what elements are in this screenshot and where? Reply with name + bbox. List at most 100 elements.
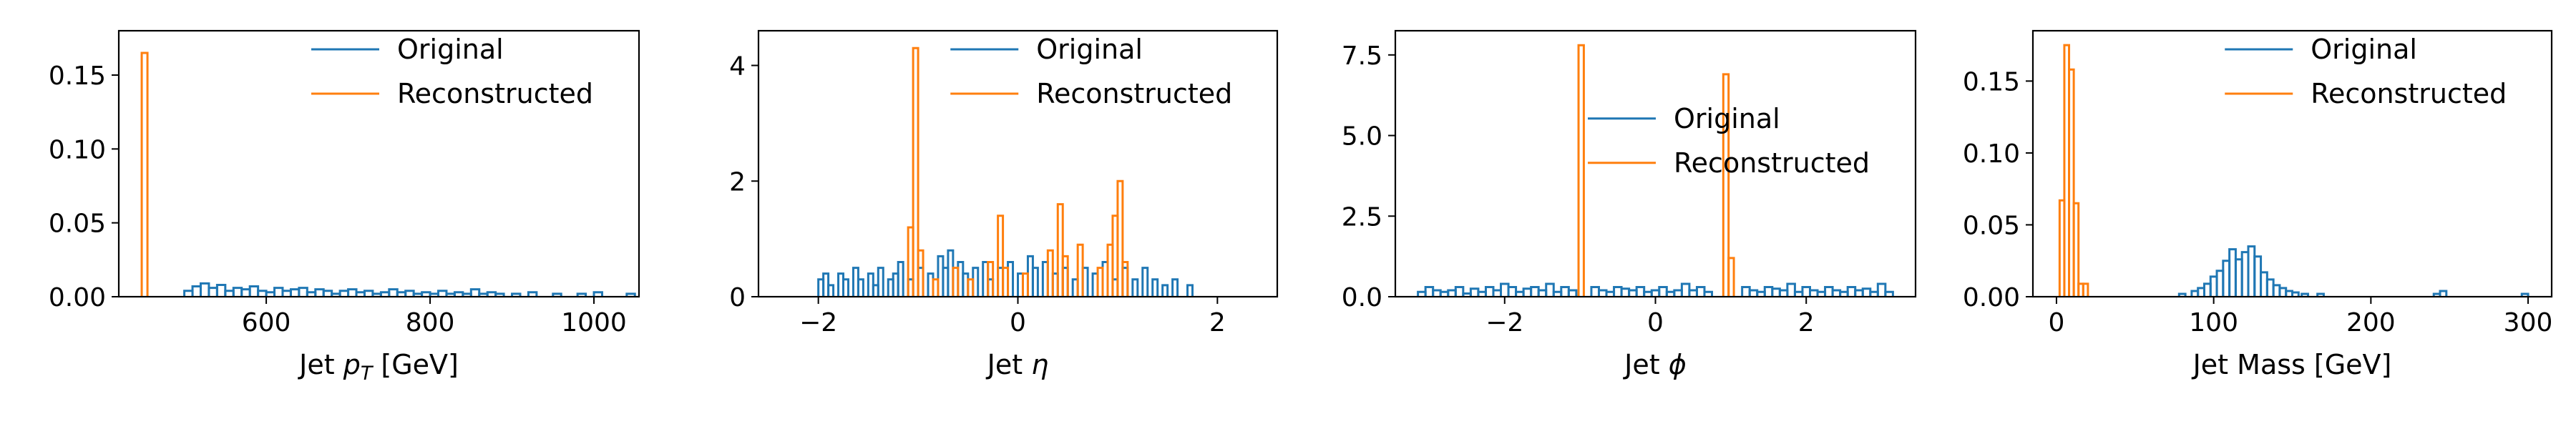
series-reconstructed: [140, 51, 149, 297]
original-bin-22: [363, 290, 374, 297]
original-bin-38: [1748, 289, 1759, 297]
original-bin-28: [1031, 267, 1039, 297]
y-tick-label: 2: [729, 167, 746, 197]
original-bin-12: [281, 290, 292, 297]
original-bin-14: [298, 287, 308, 297]
original-bin-21: [2439, 290, 2448, 297]
x-tick-label: 600: [242, 308, 291, 337]
x-axis-label: Jet pT [GeV]: [298, 349, 459, 385]
legend: Original Reconstructed: [2225, 34, 2507, 109]
original-bin-4: [842, 278, 849, 297]
y-tick-label: 0.05: [1963, 211, 2020, 240]
x-tick-label: 0: [1010, 308, 1026, 337]
original-bin-24: [1613, 285, 1623, 297]
original-bin-35: [1695, 285, 1706, 297]
original-bin-22: [2520, 292, 2529, 297]
y-tick-label: 0.0: [1342, 283, 1382, 312]
original-bin-55: [1876, 282, 1887, 297]
x-tick-label: 300: [2504, 308, 2553, 337]
original-bin-1: [191, 285, 202, 297]
original-bin-12: [897, 260, 904, 297]
y-tick-label: 2.5: [1342, 202, 1382, 232]
y-tick-label: 7.5: [1342, 41, 1382, 71]
legend-label-original: Original: [1674, 103, 1780, 134]
original-bin-20: [1567, 289, 1578, 297]
original-bin-18: [2301, 292, 2309, 297]
original-bin-40: [1763, 285, 1774, 297]
reconstructed-bin-3: [932, 278, 940, 297]
original-bin-53: [1861, 287, 1872, 297]
original-bin-29: [1650, 289, 1661, 297]
reconstructed-bin-9: [1021, 272, 1029, 297]
x-axis-label: Jet ϕ: [1623, 349, 1687, 380]
original-bin-5: [224, 290, 235, 297]
axes-frame: [757, 29, 1279, 298]
series-original: [2177, 245, 2529, 297]
original-bin-41: [552, 292, 562, 297]
original-bin-34: [1688, 289, 1698, 297]
original-bin-32: [1673, 289, 1683, 297]
original-bin-19: [338, 290, 350, 297]
original-bin-16: [314, 288, 325, 297]
reconstructed-bin-0: [1577, 44, 1585, 297]
original-bin-27: [404, 290, 415, 297]
y-tick-label: 0.15: [1963, 67, 2020, 97]
original-bin-48: [1824, 285, 1834, 297]
chart-panel-1: 600 800 1000 0.00 0.05 0.10 0.15 Jet pT [GeV] Or…: [49, 29, 640, 385]
original-bin-25: [1620, 287, 1631, 297]
series-original: [183, 282, 636, 297]
y-tick-label: 5.0: [1342, 122, 1382, 152]
original-bin-56: [1884, 290, 1894, 297]
reconstructed-bin-18: [1121, 260, 1129, 297]
x-tick-label: 2: [1209, 308, 1226, 337]
original-bin-3: [208, 287, 218, 297]
original-bin-17: [2291, 291, 2300, 297]
original-bin-52: [1854, 289, 1864, 297]
original-bin-39: [1141, 267, 1149, 297]
y-tick-label: 4: [729, 52, 746, 82]
legend: Original Reconstructed: [1587, 103, 1870, 179]
series-reconstructed: [2058, 44, 2089, 297]
original-bin-9: [257, 290, 268, 297]
original-bin-38: [494, 292, 505, 297]
original-bin-51: [1846, 285, 1857, 297]
legend-label-reconstructed: Reconstructed: [2311, 78, 2507, 109]
legend-label-reconstructed: Reconstructed: [1036, 78, 1232, 109]
reconstructed-bin-14: [1096, 267, 1104, 297]
original-bin-42: [576, 292, 587, 297]
original-bin-21: [1590, 285, 1600, 297]
original-bin-1: [1424, 285, 1435, 297]
original-bin-45: [1801, 285, 1811, 297]
reconstructed-bin-6: [987, 260, 995, 297]
reconstructed-bin-0: [140, 51, 149, 297]
original-bin-7: [1469, 287, 1480, 297]
reconstructed-bin-5: [2082, 282, 2089, 297]
reconstructed-bin-11: [1056, 203, 1064, 297]
reconstructed-bin-1: [912, 46, 919, 297]
original-bin-22: [1597, 289, 1608, 297]
original-bin-46: [1808, 289, 1819, 297]
series-reconstructed: [907, 46, 1129, 297]
x-axis-label: Jet η: [986, 349, 1049, 380]
series-original: [1417, 282, 1894, 297]
original-bin-4: [215, 283, 227, 297]
axes-frame: [2031, 29, 2553, 298]
original-bin-12: [1507, 285, 1518, 297]
reconstructed-bin-3: [2072, 202, 2080, 297]
original-bin-6: [857, 278, 864, 297]
original-bin-0: [2177, 292, 2187, 297]
original-bin-41: [1771, 287, 1781, 297]
x-tick-label: −2: [1485, 308, 1523, 337]
original-bin-4: [1447, 289, 1457, 297]
series-reconstructed: [1577, 44, 1735, 297]
chart-panel-2: −2 0 2 0 2 4 Jet η Original Reconstructed: [729, 29, 1279, 380]
legend-label-reconstructed: Reconstructed: [397, 78, 593, 109]
original-bin-38: [1131, 278, 1139, 297]
original-bin-41: [1161, 284, 1169, 297]
original-bin-39: [511, 292, 522, 297]
original-bin-44: [625, 292, 636, 297]
y-tick-label: 0.05: [49, 209, 106, 239]
reconstructed-bin-4: [952, 267, 960, 297]
x-axis-label: Jet Mass [GeV]: [2192, 349, 2392, 380]
